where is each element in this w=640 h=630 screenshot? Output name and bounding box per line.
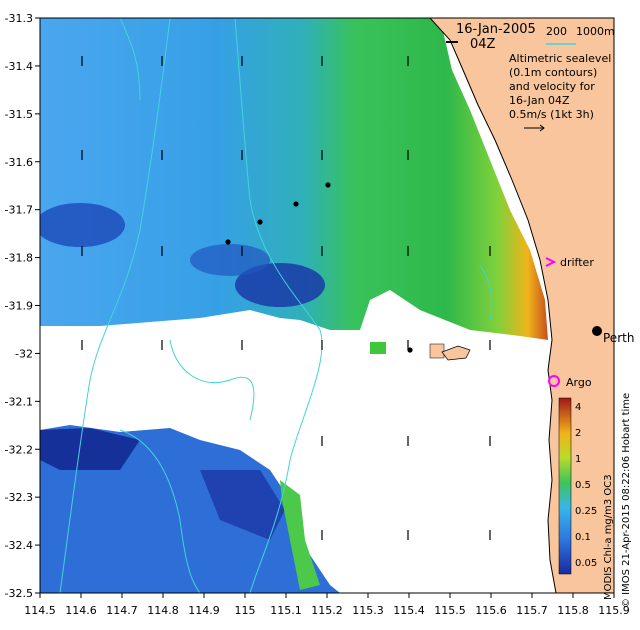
- x-tick-label: 115.8: [557, 604, 589, 617]
- bathy-scale-label-200: 200: [546, 25, 567, 38]
- low-chlorophyll-patch: [40, 428, 140, 470]
- colorbar-tick: 0.25: [575, 506, 597, 517]
- x-tick-label: 115.6: [475, 604, 507, 617]
- x-tick-label: 114.9: [188, 604, 220, 617]
- colorbar-ticks: 4 2 1 0.5 0.25 0.1 0.05: [575, 402, 597, 569]
- chlorophyll-fleck: [429, 343, 445, 359]
- drifter-label: drifter: [560, 256, 594, 269]
- y-tick-label: -31.5: [5, 108, 33, 121]
- date-label: 16-Jan-2005: [456, 22, 536, 37]
- x-tick-label: 115: [235, 604, 256, 617]
- x-tick-label: 115.2: [311, 604, 343, 617]
- perth-city-marker-icon: [592, 326, 602, 336]
- y-tick-label: -31.4: [5, 60, 33, 73]
- y-tick-label: -31.6: [5, 156, 33, 169]
- colorbar-tick: 0.05: [575, 558, 597, 569]
- altimetry-note-line: 0.5m/s (1kt 3h): [509, 108, 594, 121]
- chlorophyll-field-north: [40, 18, 548, 340]
- x-tick-label: 115.7: [516, 604, 548, 617]
- x-tick-label: 115.1: [270, 604, 302, 617]
- bathy-scale-label-1000: 1000m: [576, 25, 615, 38]
- y-tick-label: -31.7: [5, 204, 33, 217]
- argo-label: Argo: [566, 376, 592, 389]
- y-tick-label: -31.9: [5, 300, 33, 313]
- colorbar-tick: 4: [575, 402, 581, 413]
- map-plot-area: [40, 18, 614, 593]
- x-tick-label: 114.7: [106, 604, 138, 617]
- velocity-arrows: [81, 56, 491, 540]
- y-tick-label: -31.8: [5, 252, 33, 265]
- altimetry-note-line: (0.1m contours): [509, 66, 597, 79]
- velocity-scale-arrow-icon: [524, 124, 545, 132]
- y-tick-label: -32.2: [5, 443, 33, 456]
- y-tick-label: -32.5: [5, 587, 33, 600]
- colorbar-tick: 1: [575, 454, 581, 465]
- x-tick-label: 114.8: [147, 604, 179, 617]
- island: [441, 345, 471, 361]
- low-chlorophyll-patch: [40, 203, 125, 247]
- y-tick-label: -32.3: [5, 491, 33, 504]
- drifter-marker-icon: [545, 257, 557, 267]
- x-tick-label: 114.6: [65, 604, 97, 617]
- altimetry-note: Altimetric sealevel (0.1m contours) and …: [509, 52, 611, 132]
- colorbar-tick: 0.1: [575, 532, 591, 543]
- argo-float-marker-icon: [548, 375, 560, 387]
- altimetry-note-line: and velocity for: [509, 80, 595, 93]
- y-tick-label: -32: [15, 347, 33, 360]
- chlorophyll-green-edge: [280, 480, 320, 590]
- x-tick-label: 114.5: [24, 604, 56, 617]
- low-chlorophyll-patch: [235, 263, 325, 307]
- city-label: Perth: [603, 331, 634, 345]
- x-tick-label: 115.5: [434, 604, 466, 617]
- altimetry-note-line: Altimetric sealevel: [509, 52, 611, 65]
- colorbar-title: MODIS Chl-a mg/m3 OC3: [603, 474, 614, 600]
- colorbar-tick: 0.5: [575, 480, 591, 491]
- y-tick-label: -32.4: [5, 539, 33, 552]
- colorbar-gradient: [558, 397, 572, 575]
- x-tick-label: 115.3: [352, 604, 384, 617]
- contour-lines: [59, 18, 493, 593]
- chlorophyll-fleck: [370, 342, 386, 354]
- x-tick-label: 115.4: [393, 604, 425, 617]
- altimetry-note-line: 16-Jan 04Z: [509, 94, 570, 107]
- x-tick-label: 115.9: [598, 604, 630, 617]
- y-tick-label: -32.1: [5, 395, 33, 408]
- colorbar: 4 2 1 0.5 0.25 0.1 0.05: [558, 397, 597, 575]
- y-tick-label: -31.3: [5, 12, 33, 25]
- x-axis-ticks: 114.5 114.6 114.7 114.8 114.9 115 115.1 115.2 11…: [24, 593, 630, 617]
- time-label: 04Z: [470, 37, 496, 52]
- credit-text: © IMOS 21-Apr-2015 08:22:06 Hobart time: [621, 393, 632, 608]
- y-axis-ticks: -31.3 -31.4 -31.5 -31.6 -31.7 -31.8 -31.9 -32 -3…: [5, 12, 40, 600]
- low-chlorophyll-patch: [190, 244, 270, 276]
- low-chlorophyll-patch: [200, 470, 285, 540]
- colorbar-tick: 2: [575, 428, 581, 439]
